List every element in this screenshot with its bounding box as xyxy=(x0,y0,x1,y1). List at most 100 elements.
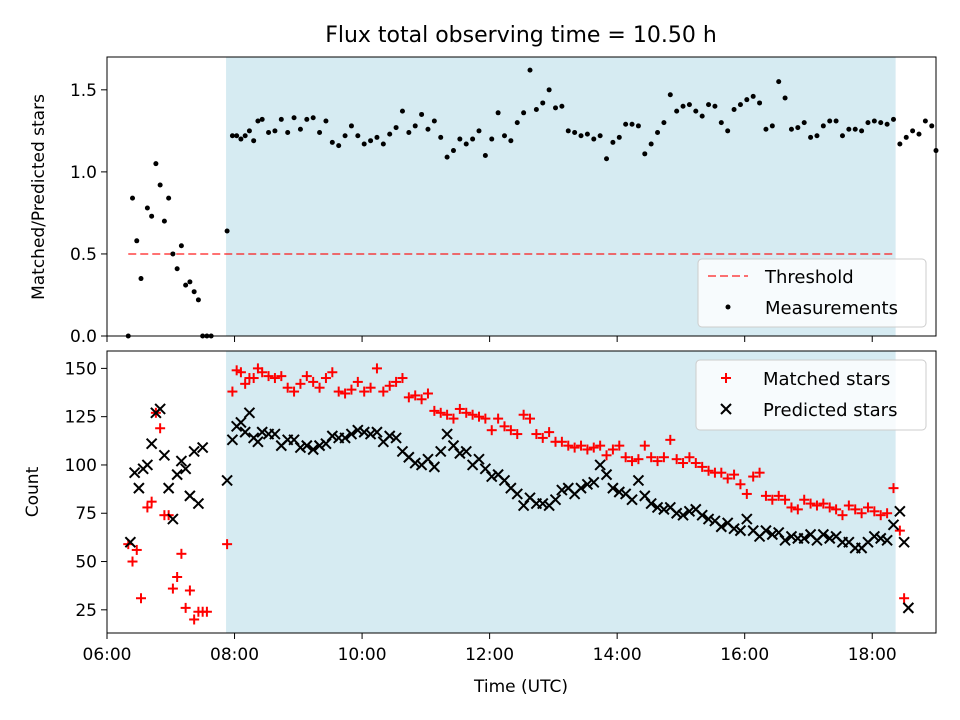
bottom-legend-box xyxy=(695,359,927,431)
matched-star-point xyxy=(333,386,344,397)
predicted-star-point xyxy=(549,494,562,506)
measurement-point xyxy=(629,121,635,127)
matched-star-point xyxy=(722,473,733,484)
measurement-point xyxy=(616,134,622,140)
bottom-y-tick-label: 125 xyxy=(65,408,97,428)
matched-star-point xyxy=(805,498,816,509)
predicted-star-point xyxy=(352,424,364,436)
measurement-point xyxy=(674,108,680,114)
matched-star-point xyxy=(588,442,599,453)
measurement-point xyxy=(693,108,699,114)
matched-star-point xyxy=(875,510,886,521)
matched-star-point xyxy=(824,502,835,513)
predicted-star-point xyxy=(175,455,188,467)
legend-predicted-swatch xyxy=(720,403,732,415)
matched-star-point xyxy=(563,440,574,451)
matched-star-point xyxy=(142,502,153,513)
top-y-ticks: 0.0 0.5 1.0 1.5 xyxy=(70,81,107,347)
measurement-points xyxy=(125,67,939,339)
measurement-point xyxy=(903,134,909,140)
measurement-point xyxy=(808,134,814,140)
measurement-point xyxy=(457,136,463,142)
measurement-point xyxy=(795,125,801,131)
matched-star-point xyxy=(301,371,312,382)
matched-star-point xyxy=(397,373,408,384)
predicted-star-point xyxy=(339,432,351,444)
measurement-point xyxy=(482,152,488,158)
matched-star-point xyxy=(359,386,370,397)
bottom-panel: 25 50 75 100 125 150 06:00 08:00 10:00 12:00 14:0… xyxy=(23,350,937,697)
predicted-star-point xyxy=(766,528,779,541)
measurement-point xyxy=(827,118,833,124)
predicted-star-point xyxy=(358,426,370,438)
matched-star-point xyxy=(703,465,714,476)
predicted-star-point xyxy=(511,488,523,500)
predicted-star-point xyxy=(158,449,171,462)
bottom-y-axis-label: Count xyxy=(23,466,43,517)
matched-star-point xyxy=(537,432,548,443)
matched-star-point xyxy=(894,525,905,536)
predicted-star-point xyxy=(243,407,256,419)
predicted-star-point xyxy=(632,474,645,487)
measurement-point xyxy=(470,136,476,142)
predicted-star-point xyxy=(779,534,791,546)
matched-star-point xyxy=(314,382,325,393)
predicted-star-point xyxy=(626,494,638,506)
matched-star-point xyxy=(263,371,274,382)
matched-star-point xyxy=(384,380,395,391)
bottom-axes-frame xyxy=(106,350,937,634)
measurement-point xyxy=(425,126,431,132)
matched-star-point xyxy=(222,539,233,550)
matched-star-point xyxy=(792,504,803,515)
measurement-point xyxy=(642,151,648,157)
matched-star-point xyxy=(327,367,338,378)
measurement-point xyxy=(259,116,265,122)
measurement-point xyxy=(246,128,252,134)
predicted-star-point xyxy=(613,486,625,498)
top-y-tick-label: 0.0 xyxy=(70,327,97,347)
predicted-star-point xyxy=(428,461,441,473)
matched-star-point xyxy=(837,510,848,521)
matched-star-point xyxy=(760,490,771,501)
measurement-point xyxy=(814,133,820,139)
matched-star-point xyxy=(320,373,331,384)
matched-star-point xyxy=(882,508,893,519)
matched-star-point xyxy=(429,405,440,416)
predicted-star-point xyxy=(728,522,740,535)
measurement-point xyxy=(297,126,303,132)
predicted-star-point xyxy=(256,426,268,438)
measurement-point xyxy=(750,93,756,99)
matched-star-point xyxy=(493,413,504,424)
predicted-star-point xyxy=(441,428,453,440)
measurement-point xyxy=(501,133,507,139)
measurement-point xyxy=(661,120,667,126)
measurement-point xyxy=(161,218,167,224)
legend-plus-marker xyxy=(721,373,731,383)
matched-star-point xyxy=(780,494,791,505)
measurement-point xyxy=(725,128,731,134)
matched-star-point xyxy=(856,508,867,519)
matched-star-point xyxy=(184,585,195,596)
predicted-star-point xyxy=(588,476,600,489)
predicted-star-point xyxy=(345,428,358,440)
measurement-point xyxy=(514,120,520,126)
top-y-tick-label: 1.5 xyxy=(70,81,97,101)
matched-star-point xyxy=(811,500,822,511)
predicted-star-point xyxy=(600,468,613,481)
matched-star-point xyxy=(614,440,625,451)
measurement-point xyxy=(431,118,437,124)
predicted-star-point xyxy=(760,524,772,537)
matched-star-point xyxy=(461,407,472,418)
predicted-star-point xyxy=(307,443,319,456)
predicted-star-point xyxy=(894,505,906,518)
measurement-point xyxy=(355,133,361,139)
matched-star-point xyxy=(131,544,142,555)
matched-star-point xyxy=(473,411,484,422)
matched-star-point xyxy=(646,452,657,463)
predicted-star-point xyxy=(902,602,915,614)
measurement-point xyxy=(234,133,240,139)
measurement-point xyxy=(731,107,737,113)
predicted-star-point xyxy=(898,536,910,548)
legend-predicted-label: Predicted stars xyxy=(763,400,897,421)
measurement-point xyxy=(323,118,329,124)
